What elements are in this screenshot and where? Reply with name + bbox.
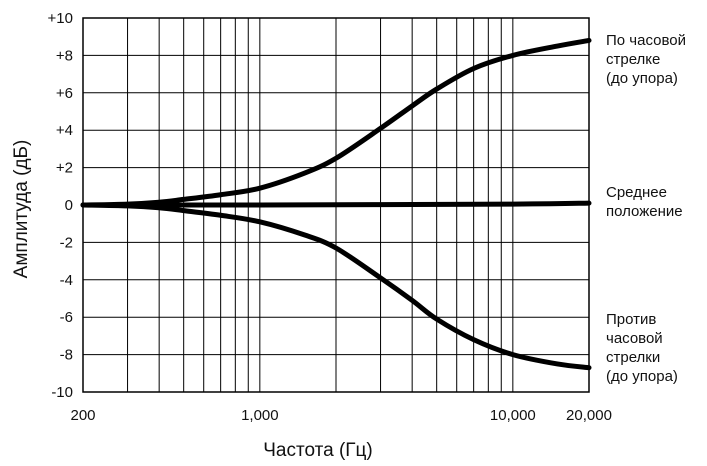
series-label-line: Против [606,311,656,328]
series-label-line: По часовой [606,32,686,49]
y-tick-label: +8 [56,47,73,64]
series-label-clockwise: По часовой стрелке (до упора) [606,32,686,87]
series-label-line: стрелке [606,51,660,68]
y-tick-label: +6 [56,85,73,102]
series-label-line: (до упора) [606,70,678,87]
y-tick-labels: +10 +8 +6 +4 +2 0 -2 -4 -6 -8 -10 [48,10,73,401]
y-tick-label: -6 [60,309,73,326]
x-tick-label: 20,000 [566,407,612,424]
series-label-counterclockwise: Против часовой стрелки (до упора) [606,311,678,385]
x-tick-label: 10,000 [490,407,536,424]
y-tick-label: 0 [65,197,73,214]
y-tick-label: -10 [51,384,73,401]
y-tick-label: -8 [60,347,73,364]
series-label-line: положение [606,203,683,220]
series-label-line: (до упора) [606,368,678,385]
series-labels: По часовой стрелке (до упора) Среднее положе… [606,32,686,385]
x-tick-label: 200 [70,407,95,424]
series-center-line [80,200,592,208]
series-clockwise-line [80,37,592,208]
x-tick-labels: 200 1,000 10,000 20,000 [70,407,611,424]
y-tick-label: +10 [48,10,73,27]
series-label-line: часовой [606,330,663,347]
x-axis-title: Частота (Гц) [263,440,373,461]
series-label-line: Среднее [606,184,667,201]
y-tick-label: +4 [56,122,73,139]
x-tick-label: 1,000 [241,407,279,424]
series-label-line: стрелки [606,349,660,366]
y-tick-label: -2 [60,234,73,251]
y-axis-title: Амплитуда (дБ) [11,140,32,279]
y-tick-label: -4 [60,272,73,289]
y-tick-label: +2 [56,160,73,177]
series-counterclockwise-line [80,202,592,371]
series-lines [80,37,592,371]
series-label-center: Среднее положение [606,184,683,220]
